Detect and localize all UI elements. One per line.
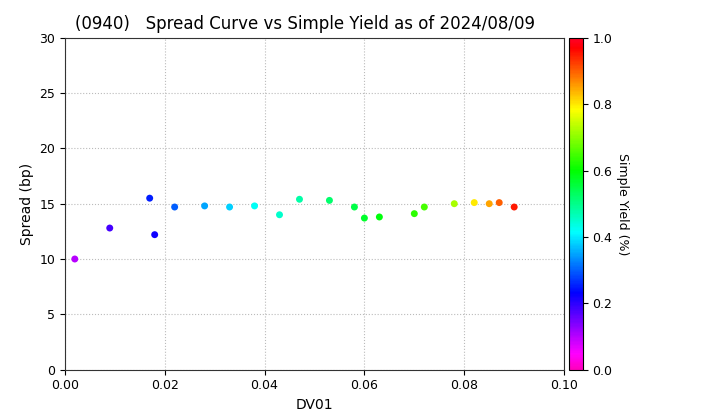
Point xyxy=(324,197,336,204)
Point xyxy=(274,211,285,218)
Point xyxy=(469,199,480,206)
Y-axis label: Spread (bp): Spread (bp) xyxy=(19,163,34,245)
Point xyxy=(493,199,505,206)
Point xyxy=(508,204,520,210)
Point xyxy=(144,195,156,202)
Point xyxy=(359,215,370,221)
Point xyxy=(374,214,385,220)
Point xyxy=(149,231,161,238)
X-axis label: DV01: DV01 xyxy=(296,398,333,412)
Point xyxy=(449,200,460,207)
Point xyxy=(169,204,181,210)
Point xyxy=(199,202,210,209)
Point xyxy=(418,204,430,210)
Point xyxy=(483,200,495,207)
Point xyxy=(224,204,235,210)
Text: (0940)   Spread Curve vs Simple Yield as of 2024/08/09: (0940) Spread Curve vs Simple Yield as o… xyxy=(75,16,535,34)
Y-axis label: Simple Yield (%): Simple Yield (%) xyxy=(616,152,629,255)
Point xyxy=(408,210,420,217)
Point xyxy=(69,256,81,262)
Point xyxy=(249,202,261,209)
Point xyxy=(348,204,360,210)
Point xyxy=(294,196,305,202)
Point xyxy=(104,225,115,231)
